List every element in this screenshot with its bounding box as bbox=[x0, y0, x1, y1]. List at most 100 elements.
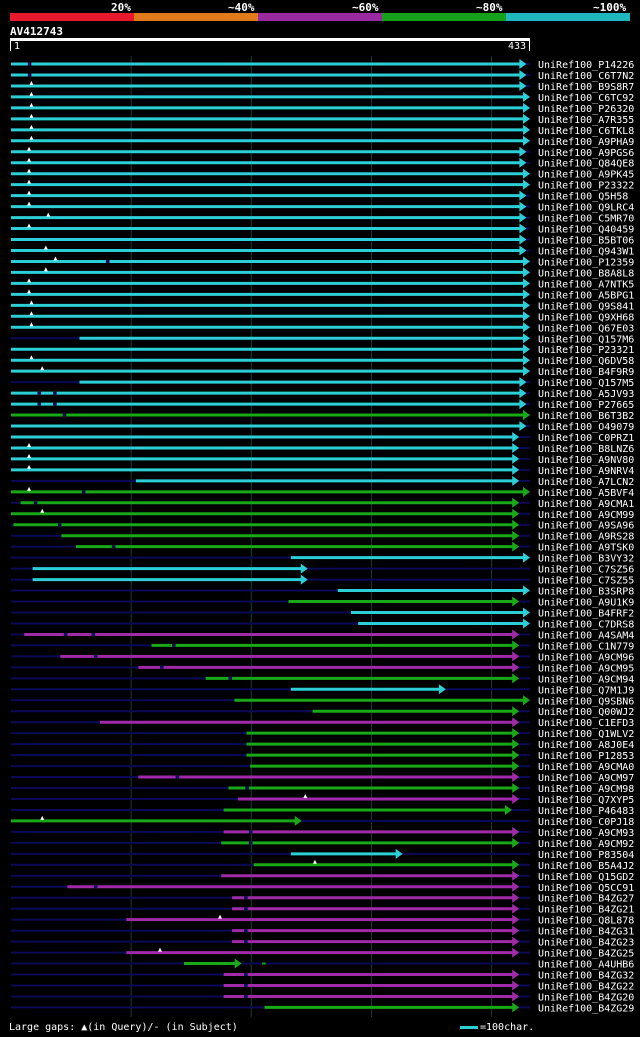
hit-label[interactable]: UniRef100_C0PJ18 bbox=[538, 817, 634, 828]
hit-row[interactable]: UniRef100_A5BPG1 bbox=[11, 289, 634, 301]
hit-label[interactable]: UniRef100_B8A8L8 bbox=[538, 268, 634, 279]
hit-label[interactable]: UniRef100_A5JV93 bbox=[538, 389, 634, 400]
hit-label[interactable]: UniRef100_A9CMA1 bbox=[538, 499, 634, 510]
hit-row[interactable]: UniRef100_Q40459 bbox=[11, 223, 634, 236]
hit-row[interactable]: UniRef100_A9CM93 bbox=[11, 826, 634, 839]
hit-label[interactable]: UniRef100_A9CM93 bbox=[538, 828, 634, 839]
hit-label[interactable]: UniRef100_B4ZG25 bbox=[538, 949, 634, 960]
hit-label[interactable]: UniRef100_Q15GD2 bbox=[538, 872, 634, 883]
hit-label[interactable]: UniRef100_C6TKL8 bbox=[538, 126, 634, 137]
hit-row[interactable]: UniRef100_C6TKL8 bbox=[11, 124, 634, 137]
hit-label[interactable]: UniRef100_C1EFD3 bbox=[538, 718, 634, 729]
hit-row[interactable]: UniRef100_A9CMA1 bbox=[11, 497, 634, 510]
hit-row[interactable]: UniRef100_C6T7N2 bbox=[11, 69, 634, 82]
hit-label[interactable]: UniRef100_A4SAM4 bbox=[538, 630, 634, 641]
hit-row[interactable]: UniRef100_A9SA96 bbox=[11, 519, 634, 532]
hit-label[interactable]: UniRef100_A9CM98 bbox=[538, 784, 634, 795]
hit-row[interactable]: UniRef100_B8A8L8 bbox=[11, 267, 634, 279]
hit-label[interactable]: UniRef100_C6T7N2 bbox=[538, 71, 634, 82]
hit-row[interactable]: UniRef100_Q8L878 bbox=[11, 914, 634, 927]
hit-label[interactable]: UniRef100_P12853 bbox=[538, 751, 634, 762]
hit-row[interactable]: UniRef100_C0PRZ1 bbox=[11, 431, 634, 444]
hit-row[interactable]: UniRef100_A9CM99 bbox=[11, 508, 634, 521]
hit-label[interactable]: UniRef100_Q157M5 bbox=[538, 378, 634, 389]
hit-row[interactable]: UniRef100_A7LCN2 bbox=[11, 475, 634, 488]
hit-label[interactable]: UniRef100_Q5CC91 bbox=[538, 883, 634, 894]
hit-label[interactable]: UniRef100_B9S8R7 bbox=[538, 82, 634, 93]
hit-label[interactable]: UniRef100_Q8L878 bbox=[538, 916, 634, 927]
hit-row[interactable]: UniRef100_A8J0E4 bbox=[11, 739, 634, 751]
hit-row[interactable]: UniRef100_Q6DV58 bbox=[11, 355, 634, 367]
hit-row[interactable]: UniRef100_B4ZG31 bbox=[11, 925, 634, 938]
hit-row[interactable]: UniRef100_Q9XH68 bbox=[11, 311, 634, 323]
hit-row[interactable]: UniRef100_P26320 bbox=[11, 102, 634, 115]
hit-row[interactable]: UniRef100_A5JV93 bbox=[11, 388, 634, 400]
hit-row[interactable]: UniRef100_Q157M6 bbox=[11, 333, 634, 345]
hit-label[interactable]: UniRef100_Q7M1J9 bbox=[538, 685, 634, 696]
hit-label[interactable]: UniRef100_A9CM95 bbox=[538, 663, 634, 674]
hit-row[interactable]: UniRef100_B5A4J2 bbox=[11, 859, 634, 872]
hit-row[interactable]: UniRef100_Q84QE8 bbox=[11, 157, 634, 170]
hit-row[interactable]: UniRef100_Q15GD2 bbox=[11, 870, 634, 883]
hit-row[interactable]: UniRef100_B4ZG20 bbox=[11, 991, 634, 1003]
hit-label[interactable]: UniRef100_A9PK45 bbox=[538, 170, 634, 181]
hit-label[interactable]: UniRef100_P12359 bbox=[538, 257, 634, 268]
hit-label[interactable]: UniRef100_C7SZ56 bbox=[538, 565, 634, 576]
hit-label[interactable]: UniRef100_C7SZ55 bbox=[538, 576, 634, 587]
hit-row[interactable]: UniRef100_A9NV80 bbox=[11, 453, 634, 466]
hit-row[interactable]: UniRef100_B4ZG23 bbox=[11, 936, 634, 949]
hit-row[interactable]: UniRef100_A9CM96 bbox=[11, 651, 634, 663]
hit-row[interactable]: UniRef100_B4ZG22 bbox=[11, 980, 634, 992]
hit-row[interactable]: UniRef100_B5BT06 bbox=[11, 234, 634, 247]
hit-label[interactable]: UniRef100_C6TC92 bbox=[538, 93, 634, 104]
hit-label[interactable]: UniRef100_A4UHB6 bbox=[538, 960, 634, 971]
hit-row[interactable]: UniRef100_Q5H58 bbox=[11, 190, 628, 203]
hit-row[interactable]: UniRef100_Q7M1J9 bbox=[11, 684, 634, 696]
hit-row[interactable]: UniRef100_C7SZ56 bbox=[11, 563, 634, 576]
hit-row[interactable]: UniRef100_A9CM95 bbox=[11, 662, 634, 674]
hit-label[interactable]: UniRef100_B5BT06 bbox=[538, 236, 634, 247]
hit-label[interactable]: UniRef100_C1N779 bbox=[538, 641, 634, 652]
hit-row[interactable]: UniRef100_B4ZG32 bbox=[11, 969, 634, 982]
hit-label[interactable]: UniRef100_A9RS28 bbox=[538, 532, 634, 543]
hit-label[interactable]: UniRef100_C0PRZ1 bbox=[538, 433, 634, 444]
hit-row[interactable]: UniRef100_C0PJ18 bbox=[11, 815, 634, 828]
hit-label[interactable]: UniRef100_C7DRS8 bbox=[538, 619, 634, 630]
hit-label[interactable]: UniRef100_P27665 bbox=[538, 400, 634, 411]
hit-row[interactable]: UniRef100_A9PGS6 bbox=[11, 146, 634, 159]
hit-label[interactable]: UniRef100_A5BPG1 bbox=[538, 290, 634, 301]
hit-row[interactable]: UniRef100_Q5CC91 bbox=[11, 881, 634, 894]
hit-row[interactable]: UniRef100_C6TC92 bbox=[11, 91, 634, 104]
hit-label[interactable]: UniRef100_A9PHA9 bbox=[538, 137, 634, 148]
hit-row[interactable]: UniRef100_B8LNZ6 bbox=[11, 442, 634, 455]
hit-row[interactable]: UniRef100_B3VY32 bbox=[11, 552, 634, 565]
hit-row[interactable]: UniRef100_P14226 bbox=[11, 59, 634, 71]
hit-label[interactable]: UniRef100_A9U1K9 bbox=[538, 598, 634, 609]
hit-row[interactable]: UniRef100_C1N779 bbox=[11, 640, 634, 652]
hit-row[interactable]: UniRef100_A9CM97 bbox=[11, 772, 634, 784]
hit-label[interactable]: UniRef100_B6T3B2 bbox=[538, 411, 634, 422]
hit-label[interactable]: UniRef100_B4ZG21 bbox=[538, 905, 634, 916]
hit-row[interactable]: UniRef100_A7NTK5 bbox=[11, 278, 634, 290]
hit-label[interactable]: UniRef100_Q67E03 bbox=[538, 323, 634, 334]
hit-row[interactable]: UniRef100_B4ZG29 bbox=[11, 1002, 634, 1014]
hit-row[interactable]: UniRef100_Q157M5 bbox=[11, 377, 634, 389]
hit-row[interactable]: UniRef100_A9CM94 bbox=[11, 673, 634, 685]
hit-row[interactable]: UniRef100_A7R355 bbox=[11, 113, 634, 126]
hit-label[interactable]: UniRef100_P23322 bbox=[538, 181, 634, 192]
hit-label[interactable]: UniRef100_B5A4J2 bbox=[538, 861, 634, 872]
hit-label[interactable]: UniRef100_P83504 bbox=[538, 850, 634, 861]
hit-label[interactable]: UniRef100_A9CMA0 bbox=[538, 762, 634, 773]
hit-label[interactable]: UniRef100_A7LCN2 bbox=[538, 477, 634, 488]
hit-label[interactable]: UniRef100_A8J0E4 bbox=[538, 740, 634, 751]
hit-row[interactable]: UniRef100_P27665 bbox=[11, 399, 634, 411]
hit-row[interactable]: UniRef100_C5MR70 bbox=[11, 212, 634, 225]
hit-label[interactable]: UniRef100_A9NV80 bbox=[538, 455, 634, 466]
hit-row[interactable]: UniRef100_Q67E03 bbox=[11, 322, 634, 334]
hit-label[interactable]: UniRef100_C5MR70 bbox=[538, 214, 634, 225]
hit-label[interactable]: UniRef100_B4ZG22 bbox=[538, 981, 634, 992]
hit-row[interactable]: UniRef100_Q00WJ2 bbox=[11, 706, 634, 718]
hit-label[interactable]: UniRef100_B4ZG32 bbox=[538, 971, 634, 982]
hit-row[interactable]: UniRef100_C7DRS8 bbox=[11, 618, 634, 630]
hit-row[interactable]: UniRef100_A9CMA0 bbox=[11, 761, 634, 773]
